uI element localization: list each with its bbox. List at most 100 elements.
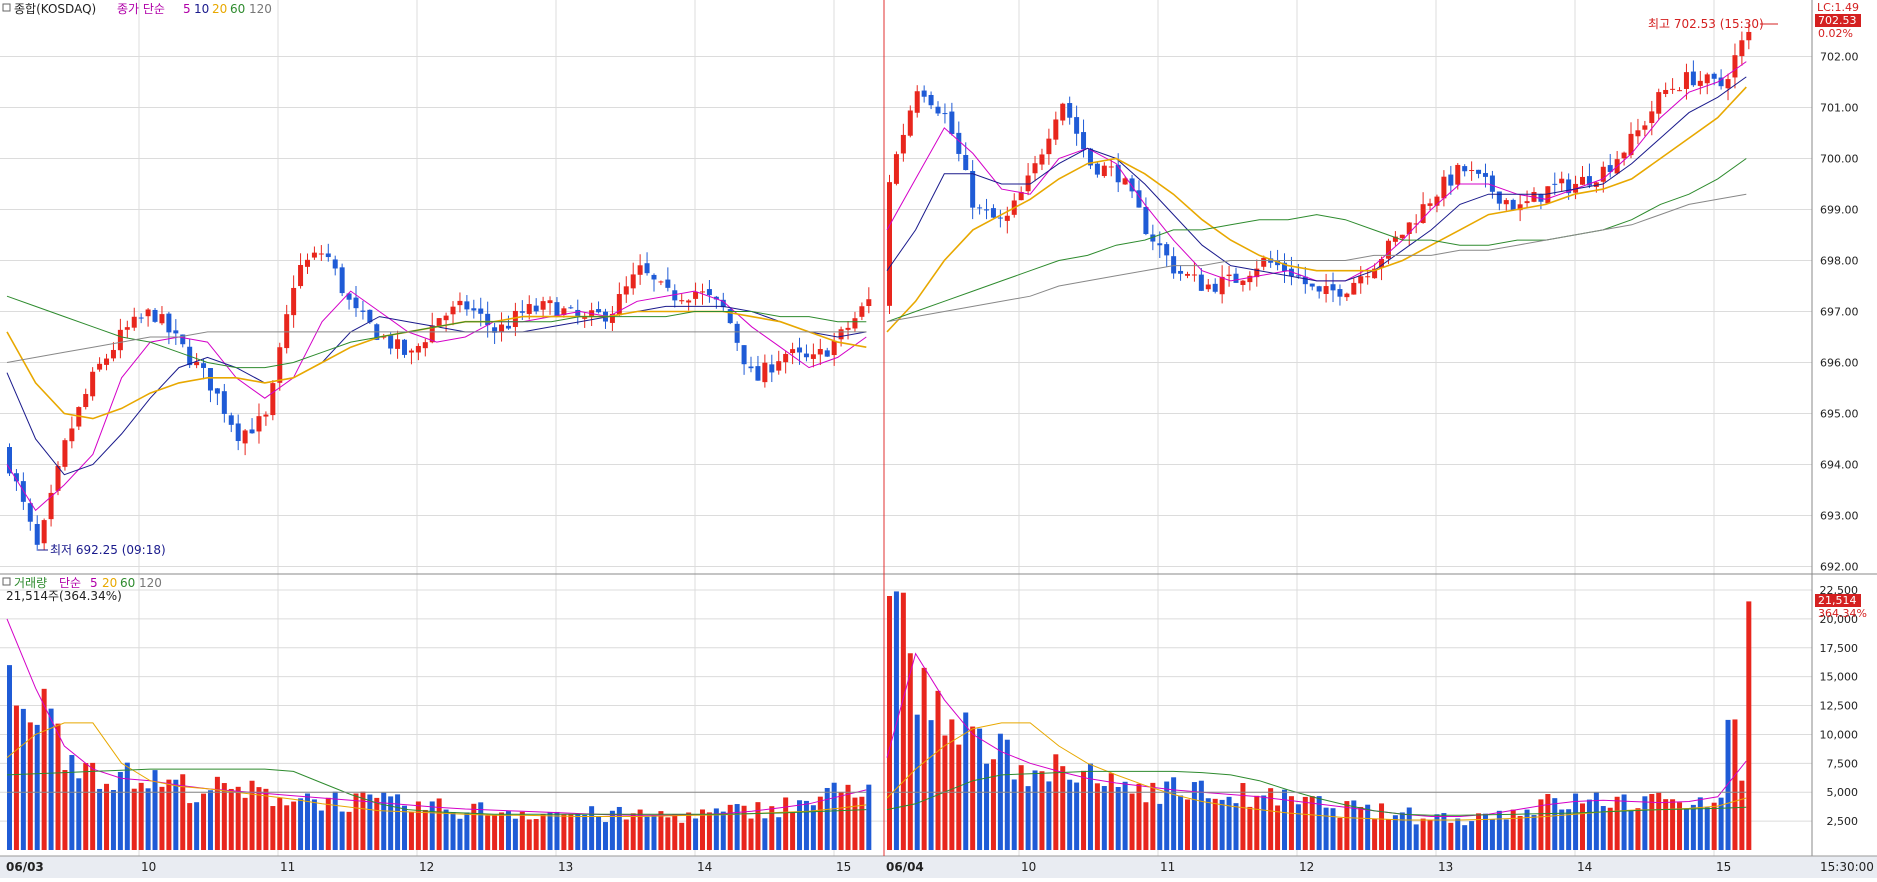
candle-body[interactable] bbox=[263, 414, 269, 417]
volume-bar[interactable] bbox=[1718, 797, 1724, 850]
candle-body[interactable] bbox=[1503, 200, 1509, 205]
volume-bar[interactable] bbox=[1087, 763, 1093, 850]
volume-bar[interactable] bbox=[1178, 795, 1184, 850]
volume-bar[interactable] bbox=[422, 809, 428, 850]
volume-bar[interactable] bbox=[1295, 804, 1301, 850]
candle-body[interactable] bbox=[866, 299, 872, 306]
volume-bar[interactable] bbox=[1385, 819, 1391, 850]
candle-body[interactable] bbox=[776, 361, 782, 371]
candle-body[interactable] bbox=[1392, 236, 1398, 242]
candle-body[interactable] bbox=[693, 291, 699, 299]
volume-bar[interactable] bbox=[173, 779, 179, 850]
volume-bar[interactable] bbox=[7, 665, 12, 850]
volume-bar[interactable] bbox=[478, 802, 484, 850]
candle-body[interactable] bbox=[1739, 40, 1745, 57]
candle-body[interactable] bbox=[353, 297, 359, 309]
volume-bar[interactable] bbox=[1067, 779, 1073, 850]
volume-bar[interactable] bbox=[367, 794, 373, 850]
candle-body[interactable] bbox=[1642, 125, 1648, 130]
volume-bar[interactable] bbox=[187, 803, 193, 850]
candle-body[interactable] bbox=[568, 307, 574, 309]
candle-body[interactable] bbox=[1254, 268, 1260, 278]
candle-body[interactable] bbox=[769, 364, 775, 373]
volume-bar[interactable] bbox=[914, 714, 920, 850]
candle-body[interactable] bbox=[1060, 103, 1066, 121]
candle-body[interactable] bbox=[1212, 283, 1218, 292]
volume-bar[interactable] bbox=[353, 793, 359, 850]
candle-body[interactable] bbox=[235, 423, 241, 442]
candle-body[interactable] bbox=[977, 207, 983, 209]
candle-body[interactable] bbox=[332, 259, 338, 269]
candle-body[interactable] bbox=[561, 308, 567, 315]
candle-body[interactable] bbox=[1316, 286, 1322, 292]
volume-bar[interactable] bbox=[485, 815, 491, 850]
volume-bar[interactable] bbox=[1489, 819, 1495, 850]
volume-bar[interactable] bbox=[166, 779, 172, 850]
candle-body[interactable] bbox=[311, 252, 317, 258]
candle-body[interactable] bbox=[1593, 182, 1599, 187]
volume-bar[interactable] bbox=[1503, 819, 1509, 850]
volume-bar[interactable] bbox=[471, 803, 477, 850]
volume-bar[interactable] bbox=[928, 720, 934, 850]
candle-body[interactable] bbox=[41, 520, 47, 544]
volume-bar[interactable] bbox=[194, 802, 200, 850]
candle-body[interactable] bbox=[1545, 186, 1551, 204]
volume-bar[interactable] bbox=[1621, 794, 1627, 850]
volume-bar[interactable] bbox=[110, 790, 116, 850]
volume-bar[interactable] bbox=[1004, 739, 1010, 850]
volume-bar[interactable] bbox=[540, 814, 546, 850]
volume-bar[interactable] bbox=[381, 792, 387, 850]
candle-body[interactable] bbox=[90, 371, 96, 397]
candle-body[interactable] bbox=[1081, 132, 1087, 150]
volume-bar[interactable] bbox=[596, 816, 602, 850]
candle-body[interactable] bbox=[790, 349, 796, 354]
candle-body[interactable] bbox=[824, 350, 830, 357]
volume-bar[interactable] bbox=[69, 755, 75, 850]
volume-bar[interactable] bbox=[831, 782, 837, 850]
volume-bar[interactable] bbox=[1226, 796, 1232, 850]
candle-body[interactable] bbox=[1365, 276, 1371, 278]
candle-body[interactable] bbox=[201, 363, 207, 368]
candle-body[interactable] bbox=[104, 358, 110, 365]
candle-body[interactable] bbox=[900, 134, 906, 154]
volume-bar[interactable] bbox=[62, 770, 68, 850]
volume-bar[interactable] bbox=[1628, 810, 1634, 850]
volume-bar[interactable] bbox=[1240, 783, 1246, 850]
candle-body[interactable] bbox=[1476, 169, 1482, 174]
candle-body[interactable] bbox=[145, 309, 151, 317]
volume-bar[interactable] bbox=[845, 784, 851, 850]
volume-bar[interactable] bbox=[1683, 809, 1689, 850]
volume-bar[interactable] bbox=[1011, 779, 1017, 850]
candle-body[interactable] bbox=[55, 465, 61, 491]
candle-body[interactable] bbox=[1261, 257, 1267, 267]
volume-bar[interactable] bbox=[970, 726, 976, 850]
candle-body[interactable] bbox=[1663, 89, 1669, 94]
candle-body[interactable] bbox=[623, 286, 629, 295]
candle-body[interactable] bbox=[221, 391, 227, 414]
candle-body[interactable] bbox=[748, 366, 754, 369]
candle-body[interactable] bbox=[672, 290, 678, 301]
volume-bar[interactable] bbox=[13, 705, 19, 850]
volume-bar[interactable] bbox=[1746, 601, 1752, 850]
volume-bar[interactable] bbox=[48, 708, 54, 850]
volume-bar[interactable] bbox=[235, 786, 241, 850]
volume-bar[interactable] bbox=[1496, 810, 1502, 850]
volume-bar[interactable] bbox=[1413, 824, 1419, 850]
volume-bar[interactable] bbox=[505, 811, 511, 850]
volume-bar[interactable] bbox=[1365, 804, 1371, 850]
volume-bar[interactable] bbox=[1573, 793, 1579, 850]
volume-bar[interactable] bbox=[1018, 765, 1024, 850]
volume-bar[interactable] bbox=[887, 596, 892, 850]
volume-bar[interactable] bbox=[1081, 770, 1087, 850]
volume-bar[interactable] bbox=[1053, 754, 1059, 850]
volume-bar[interactable] bbox=[561, 814, 567, 850]
volume-bar[interactable] bbox=[242, 797, 248, 850]
candle-body[interactable] bbox=[582, 316, 588, 319]
candle-body[interactable] bbox=[1143, 206, 1149, 235]
candle-body[interactable] bbox=[505, 325, 511, 329]
candle-body[interactable] bbox=[180, 334, 186, 345]
candle-body[interactable] bbox=[1656, 92, 1662, 114]
volume-bar[interactable] bbox=[1358, 806, 1364, 850]
volume-bar[interactable] bbox=[1032, 770, 1038, 850]
